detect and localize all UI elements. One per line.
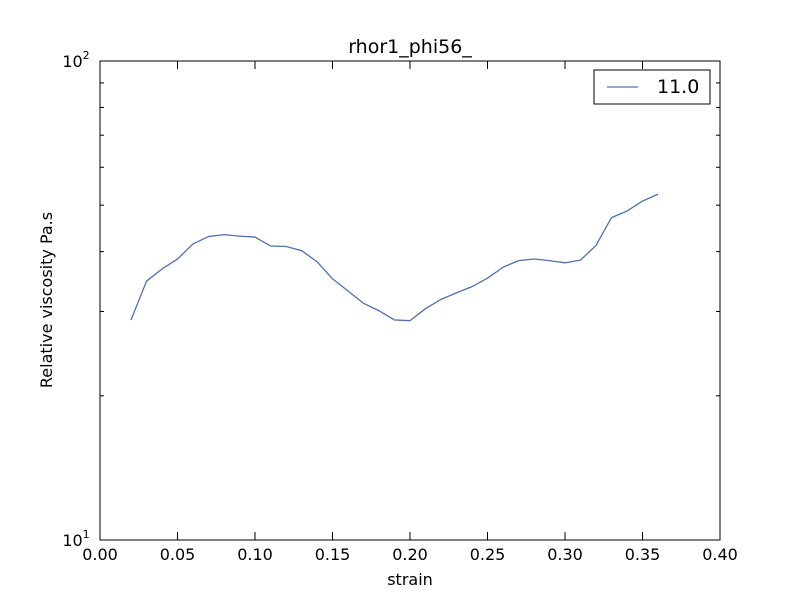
y-axis-label: Relative viscosity Pa.s: [37, 212, 56, 388]
x-tick-label: 0.30: [547, 545, 583, 564]
y-tick-label: 102: [62, 49, 89, 71]
labels-layer: 0.00 0.05 0.10 0.15 0.20 0.25 0.30 0.35 0.40 101 1…: [62, 49, 737, 564]
legend: 11.0: [593, 69, 711, 105]
y-tick-label: 101: [62, 528, 89, 550]
x-axis-label: strain: [387, 570, 433, 589]
x-tick-label: 0.20: [392, 545, 428, 564]
series-line: [130, 193, 659, 322]
legend-label: 11.0: [657, 76, 699, 98]
x-tick-label: 0.00: [82, 545, 118, 564]
series-layer: [130, 193, 659, 322]
x-tick-label: 0.15: [315, 545, 351, 564]
chart-title: rhor1_phi56_: [348, 36, 472, 58]
x-tick-label: 0.35: [625, 545, 661, 564]
ticks-layer: [99, 60, 721, 541]
x-tick-label: 0.05: [160, 545, 196, 564]
plot-frame: [99, 60, 721, 541]
x-tick-label: 0.25: [470, 545, 506, 564]
x-tick-label: 0.10: [237, 545, 273, 564]
x-tick-label: 0.40: [702, 545, 738, 564]
